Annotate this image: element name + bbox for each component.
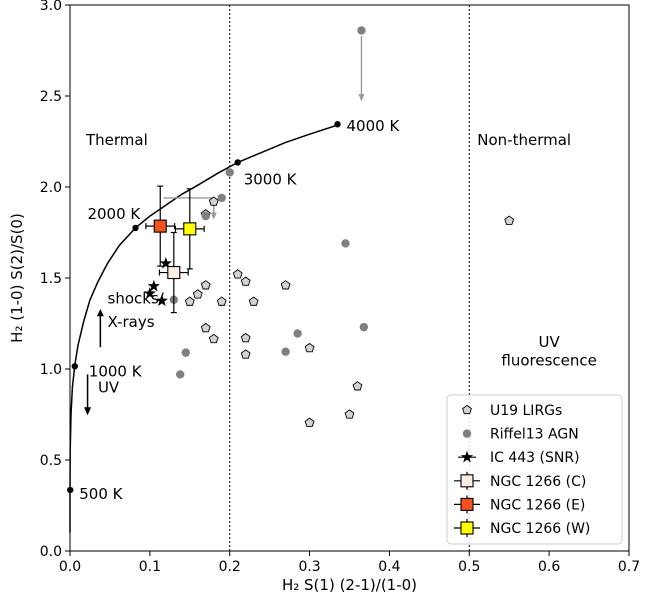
temperature-label: 1000 K xyxy=(89,362,143,380)
region-label: Non-thermal xyxy=(477,131,571,149)
data-point xyxy=(200,322,211,333)
data-point xyxy=(341,239,350,248)
data-point xyxy=(184,296,195,306)
legend-marker xyxy=(460,497,474,511)
data-point xyxy=(201,211,210,221)
x-tick-label: 0.6 xyxy=(538,559,560,575)
data-point xyxy=(208,333,219,344)
data-point xyxy=(181,348,190,357)
data-point xyxy=(155,294,169,307)
y-axis-label: H₂ (1-0) S(2)/S(0) xyxy=(8,213,26,343)
y-tick-label: 3.0 xyxy=(40,0,62,14)
data-point xyxy=(240,276,251,286)
legend-label: U19 LIRGs xyxy=(490,403,562,419)
limit-arrow-head xyxy=(210,212,217,220)
temperature-point xyxy=(334,121,341,128)
data-point xyxy=(208,196,219,206)
data-point xyxy=(248,296,259,306)
data-point xyxy=(183,222,197,236)
temperature-point xyxy=(71,363,78,370)
region-label: Thermal xyxy=(85,131,148,149)
data-point xyxy=(240,349,251,359)
data-point xyxy=(357,26,366,35)
y-tick-label: 0.5 xyxy=(40,453,62,469)
x-tick-label: 0.5 xyxy=(458,559,480,575)
legend-marker xyxy=(460,474,474,488)
legend-label: Riffel13 AGN xyxy=(490,427,579,443)
temperature-label: 2000 K xyxy=(87,205,141,223)
data-point xyxy=(344,409,355,419)
thermal-curve xyxy=(69,124,338,533)
y-tick-label: 0.0 xyxy=(40,544,62,560)
temperature-label: 500 K xyxy=(79,485,123,503)
y-tick-label: 1.5 xyxy=(40,271,62,287)
temperature-label: 3000 K xyxy=(244,170,298,188)
data-point xyxy=(352,381,363,391)
y-tick-label: 1.0 xyxy=(40,362,62,378)
x-tick-label: 0.2 xyxy=(219,559,241,575)
legend-marker xyxy=(462,404,472,415)
y-tick-label: 2.0 xyxy=(40,180,62,196)
limit-arrow-head xyxy=(358,94,365,102)
arrow-label: UV xyxy=(98,379,120,397)
y-tick-label: 2.5 xyxy=(40,89,62,105)
data-point xyxy=(147,279,161,292)
data-point xyxy=(281,347,290,356)
data-point xyxy=(504,215,515,225)
x-tick-label: 0.0 xyxy=(59,559,81,575)
data-point xyxy=(359,322,369,332)
legend-box xyxy=(446,394,623,545)
legend-label: NGC 1266 (W) xyxy=(490,521,590,537)
data-point xyxy=(176,370,185,379)
temperature-point xyxy=(132,224,139,232)
legend-label: NGC 1266 (C) xyxy=(490,474,586,490)
shocks-arrow-head xyxy=(96,308,104,317)
data-point xyxy=(167,265,181,280)
data-point xyxy=(232,269,243,279)
legend-label: NGC 1266 (E) xyxy=(490,497,585,513)
data-point xyxy=(159,256,173,269)
legend-marker xyxy=(460,521,474,535)
data-point xyxy=(280,280,291,290)
region-label: UV xyxy=(539,333,561,351)
data-point xyxy=(143,286,157,299)
x-tick-label: 0.7 xyxy=(618,559,640,575)
x-tick-label: 0.4 xyxy=(378,559,400,575)
data-point xyxy=(240,332,251,343)
temperature-point xyxy=(234,159,241,166)
arrow-label: shocks/ xyxy=(108,289,165,307)
data-point xyxy=(200,280,211,290)
x-tick-label: 0.1 xyxy=(139,559,161,575)
arrow-label: X-rays xyxy=(108,313,155,331)
data-point xyxy=(293,329,302,338)
uv-arrow-head xyxy=(84,407,92,416)
data-point xyxy=(304,342,315,353)
temperature-label: 4000 K xyxy=(347,117,401,135)
data-point xyxy=(225,168,234,177)
data-point xyxy=(153,219,167,233)
x-axis-label: H₂ S(1) (2-1)/(1-0) xyxy=(282,576,417,594)
data-point xyxy=(304,417,315,427)
data-point xyxy=(217,193,226,203)
legend-label: IC 443 (SNR) xyxy=(490,450,580,466)
legend-marker xyxy=(462,429,472,438)
region-label: fluorescence xyxy=(501,351,596,369)
data-point xyxy=(216,296,227,306)
data-point xyxy=(192,289,203,299)
legend-marker xyxy=(460,450,474,463)
x-tick-label: 0.3 xyxy=(298,559,320,575)
